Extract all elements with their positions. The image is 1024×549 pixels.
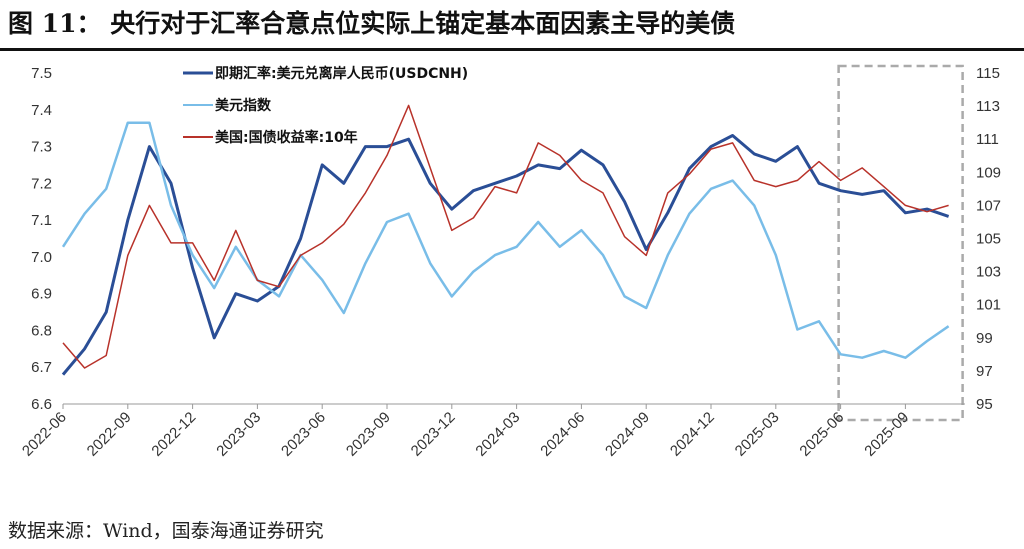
x-tick-label: 2025-03 [732, 409, 783, 460]
x-tick-label: 2025-09 [861, 409, 912, 460]
y-right-tick-label: 111 [976, 131, 999, 148]
y-left-tick-label: 7.4 [31, 102, 52, 119]
x-tick-label: 2022-06 [19, 409, 70, 460]
chart-title: 图 11： 央行对于汇率合意点位实际上锚定基本面因素主导的美债 [8, 9, 736, 38]
x-tick-label: 2024-03 [472, 409, 523, 460]
y-left-tick-label: 6.6 [31, 396, 52, 413]
x-tick-label: 2023-09 [343, 409, 394, 460]
source-note: 数据来源：Wind，国泰海通证券研究 [8, 520, 324, 542]
x-tick-label: 2025-06 [796, 409, 847, 460]
legend-label-1: 美元指数 [215, 97, 272, 114]
y-right-tick-label: 101 [976, 297, 1001, 314]
x-tick-label: 2023-06 [278, 409, 329, 460]
x-tick-label: 2024-06 [537, 409, 588, 460]
x-tick-label: 2022-09 [84, 409, 135, 460]
y-right-tick-label: 97 [976, 363, 993, 380]
y-left-tick-label: 6.7 [31, 359, 52, 376]
y-left-tick-label: 7.0 [31, 249, 52, 266]
y-right-tick-label: 113 [976, 98, 1000, 115]
y-left-tick-label: 7.5 [31, 65, 52, 82]
y-left-tick-label: 7.1 [31, 212, 52, 229]
y-right-tick-label: 103 [976, 264, 1001, 281]
legend-label-0: 即期汇率:美元兑离岸人民币(USDCNH) [215, 65, 468, 82]
line-chart: 7.5 7.4 7.3 7.2 7.1 7.0 6.9 6.8 6.7 6.6 115 113 111 1… [19, 64, 1001, 460]
y-left-tick-label: 7.3 [31, 139, 52, 156]
x-tick-label: 2023-03 [213, 409, 264, 460]
legend-label-2: 美国:国债收益率:10年 [215, 129, 358, 146]
x-tick-label: 2023-12 [408, 409, 459, 460]
y-right-tick-label: 99 [976, 330, 993, 347]
series-line-2 [62, 104, 949, 369]
x-tick-label: 2024-12 [667, 409, 718, 460]
y-left-tick-label: 7.2 [31, 175, 52, 192]
series-line-0 [61, 134, 950, 376]
y-left-tick-label: 6.8 [31, 322, 52, 339]
y-right-tick-label: 105 [976, 231, 1001, 248]
title-rule [0, 48, 1024, 51]
y-right-tick-label: 95 [976, 396, 993, 413]
y-right-tick-label: 107 [976, 197, 1001, 214]
highlight-box [837, 64, 964, 422]
y-right-tick-label: 109 [976, 164, 1001, 181]
y-right-tick-label: 115 [976, 65, 1000, 82]
x-tick-label: 2022-12 [148, 409, 199, 460]
series-line-1 [61, 121, 950, 359]
y-left-tick-label: 6.9 [31, 286, 52, 303]
x-tick-label: 2024-09 [602, 409, 653, 460]
